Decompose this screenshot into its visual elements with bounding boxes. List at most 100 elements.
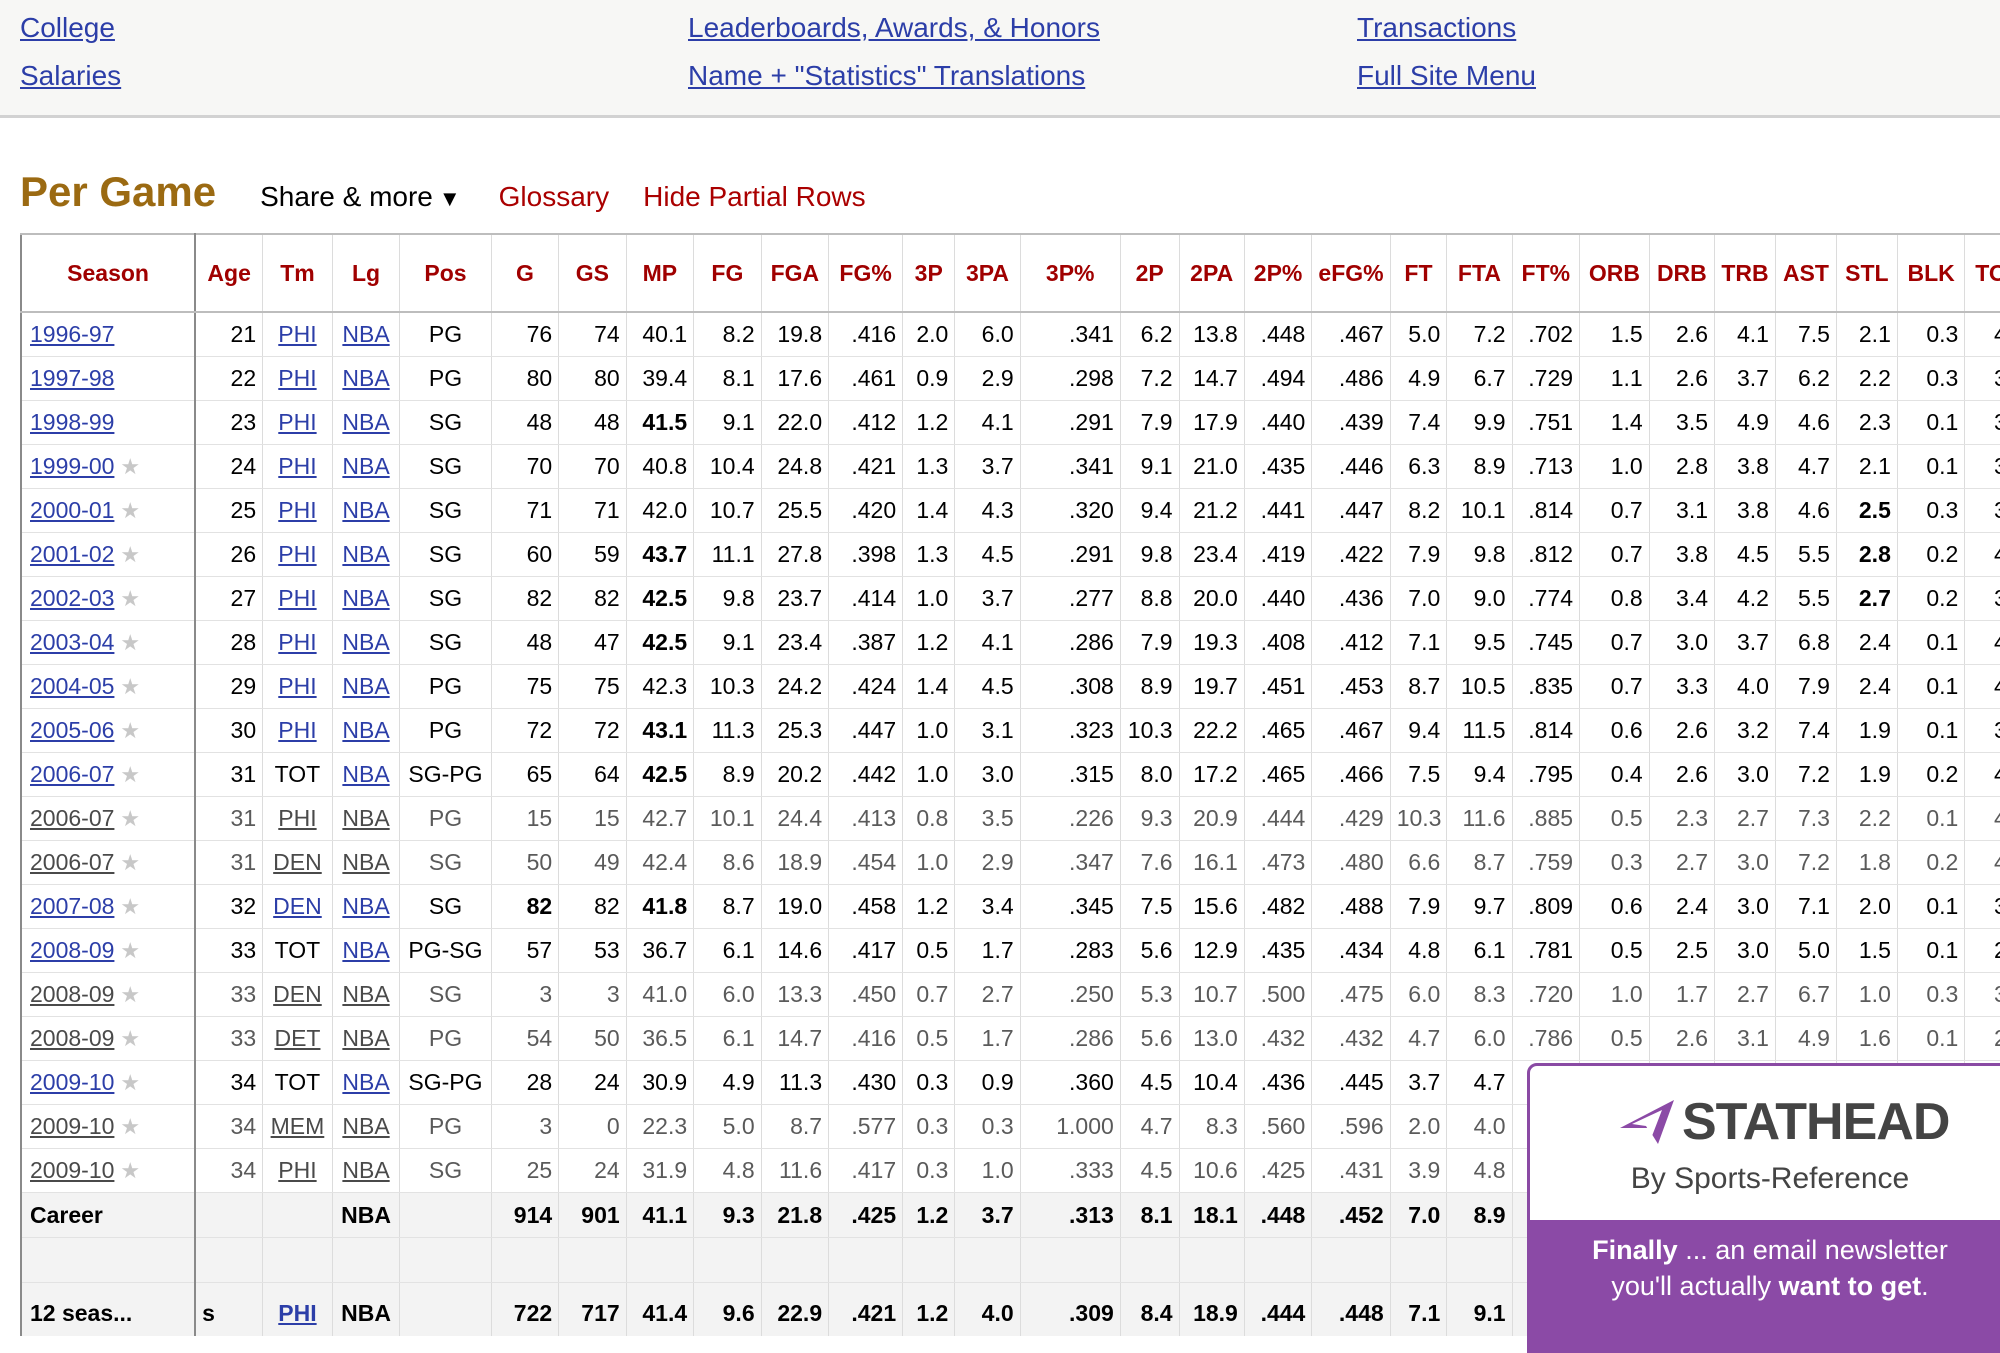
column-header[interactable]: G	[491, 233, 560, 313]
team-link[interactable]: PHI	[278, 497, 317, 523]
season-link[interactable]: 2004-05	[30, 673, 115, 699]
stat-cell: 0.3	[1579, 840, 1650, 885]
column-header[interactable]: FG	[693, 233, 762, 313]
season-link[interactable]: 1996-97	[30, 321, 115, 347]
column-header[interactable]: AST	[1775, 233, 1837, 313]
season-link[interactable]: 2006-07	[30, 849, 115, 875]
season-link[interactable]: 2008-09	[30, 937, 115, 963]
column-header[interactable]: ORB	[1579, 233, 1650, 313]
column-header[interactable]: 2PA	[1179, 233, 1245, 313]
league-link[interactable]: NBA	[342, 981, 390, 1007]
league-link[interactable]: NBA	[342, 409, 390, 435]
column-header[interactable]: GS	[558, 233, 627, 313]
league-link[interactable]: NBA	[342, 497, 390, 523]
league-link[interactable]: NBA	[342, 1069, 390, 1095]
season-link[interactable]: 2005-06	[30, 717, 115, 743]
nav-link-full-site-menu[interactable]: Full Site Menu	[1357, 60, 1536, 91]
league-link[interactable]: NBA	[342, 365, 390, 391]
league-link[interactable]: NBA	[342, 321, 390, 347]
column-header[interactable]: Tm	[262, 233, 333, 313]
league-link[interactable]: NBA	[342, 541, 390, 567]
nav-link-transactions[interactable]: Transactions	[1357, 12, 1517, 43]
season-link[interactable]: 2008-09	[30, 1025, 115, 1051]
column-header[interactable]: Lg	[332, 233, 401, 313]
season-link[interactable]: 2006-07	[30, 761, 115, 787]
season-link[interactable]: 1997-98	[30, 365, 115, 391]
nav-link-translations[interactable]: Name + "Statistics" Translations	[688, 60, 1086, 91]
column-header[interactable]: TRB	[1714, 233, 1776, 313]
column-header[interactable]: FG%	[828, 233, 904, 313]
league-link[interactable]: NBA	[342, 673, 390, 699]
team-link[interactable]: PHI	[278, 1157, 317, 1183]
column-header[interactable]: 3PA	[954, 233, 1021, 313]
league-link[interactable]: NBA	[342, 1157, 390, 1183]
league-link[interactable]: NBA	[342, 937, 390, 963]
season-link[interactable]: 2003-04	[30, 629, 115, 655]
team-link[interactable]: PHI	[278, 629, 317, 655]
team-link[interactable]: PHI	[278, 1299, 317, 1326]
column-header[interactable]: eFG%	[1311, 233, 1391, 313]
team-link[interactable]: PHI	[278, 717, 317, 743]
team-link[interactable]: PHI	[278, 321, 317, 347]
season-link[interactable]: 2001-02	[30, 541, 115, 567]
league-link[interactable]: NBA	[342, 761, 390, 787]
team-link[interactable]: DET	[274, 1025, 321, 1051]
column-header[interactable]: 3P	[902, 233, 956, 313]
season-link[interactable]: 2006-07	[30, 805, 115, 831]
nav-link-salaries[interactable]: Salaries	[20, 60, 122, 91]
column-header[interactable]: FTA	[1446, 233, 1513, 313]
column-header[interactable]: DRB	[1649, 233, 1716, 313]
league-link[interactable]: NBA	[342, 1113, 390, 1139]
team-link[interactable]: PHI	[278, 585, 317, 611]
nav-link-college[interactable]: College	[20, 12, 115, 43]
team-link[interactable]: PHI	[278, 541, 317, 567]
season-link[interactable]: 2008-09	[30, 981, 115, 1007]
team-link[interactable]: PHI	[278, 365, 317, 391]
team-link[interactable]: PHI	[278, 805, 317, 831]
column-header[interactable]: FGA	[761, 233, 830, 313]
league-link[interactable]: NBA	[342, 1025, 390, 1051]
nav-link-leaderboards[interactable]: Leaderboards, Awards, & Honors	[688, 12, 1100, 43]
column-header[interactable]: Season	[21, 233, 197, 313]
team-link[interactable]: PHI	[278, 673, 317, 699]
league-link[interactable]: NBA	[342, 453, 390, 479]
column-header[interactable]: BLK	[1897, 233, 1966, 313]
team-link[interactable]: PHI	[278, 409, 317, 435]
hide-partial-rows-link[interactable]: Hide Partial Rows	[643, 181, 866, 212]
share-more-dropdown[interactable]: Share & more ▼	[260, 181, 461, 213]
column-header[interactable]: Pos	[399, 233, 492, 313]
team-link[interactable]: MEM	[270, 1113, 325, 1139]
column-header[interactable]: TOV	[1964, 233, 2000, 313]
team-link[interactable]: DEN	[273, 893, 322, 919]
newsletter-promo[interactable]: Finally ... an email newsletter you'll a…	[1530, 1220, 2000, 1350]
season-link[interactable]: 2009-10	[30, 1069, 115, 1095]
column-header[interactable]: 3P%	[1020, 233, 1121, 313]
league-link[interactable]: NBA	[342, 849, 390, 875]
season-link[interactable]: 1999-00	[30, 453, 115, 479]
season-link[interactable]: 2000-01	[30, 497, 115, 523]
stathead-ad[interactable]: STATHEAD By Sports-Reference Finally ...…	[1527, 1063, 2000, 1353]
column-header[interactable]: FT%	[1512, 233, 1581, 313]
league-link[interactable]: NBA	[342, 629, 390, 655]
column-header[interactable]: STL	[1836, 233, 1898, 313]
season-link[interactable]: 2002-03	[30, 585, 115, 611]
team-link[interactable]: DEN	[273, 849, 322, 875]
league-link[interactable]: NBA	[342, 585, 390, 611]
league-link[interactable]: NBA	[342, 893, 390, 919]
column-header[interactable]: Age	[195, 233, 264, 313]
team-link[interactable]: DEN	[273, 981, 322, 1007]
season-link[interactable]: 2009-10	[30, 1113, 115, 1139]
league-link[interactable]: NBA	[342, 717, 390, 743]
column-header[interactable]: MP	[626, 233, 695, 313]
team-link[interactable]: PHI	[278, 453, 317, 479]
column-header[interactable]: FT	[1390, 233, 1448, 313]
per-game-table-container[interactable]: Season Age Tm Lg Pos G GS MP FG FGA FG% 3P 3PA 3P% 2P 2…	[20, 233, 2000, 1336]
season-link[interactable]: 1998-99	[30, 409, 115, 435]
stat-cell: 0.1	[1897, 796, 1966, 841]
season-link[interactable]: 2009-10	[30, 1157, 115, 1183]
column-header[interactable]: 2P%	[1244, 233, 1313, 313]
column-header[interactable]: 2P	[1120, 233, 1180, 313]
glossary-link[interactable]: Glossary	[498, 181, 610, 212]
season-link[interactable]: 2007-08	[30, 893, 115, 919]
league-link[interactable]: NBA	[342, 805, 390, 831]
